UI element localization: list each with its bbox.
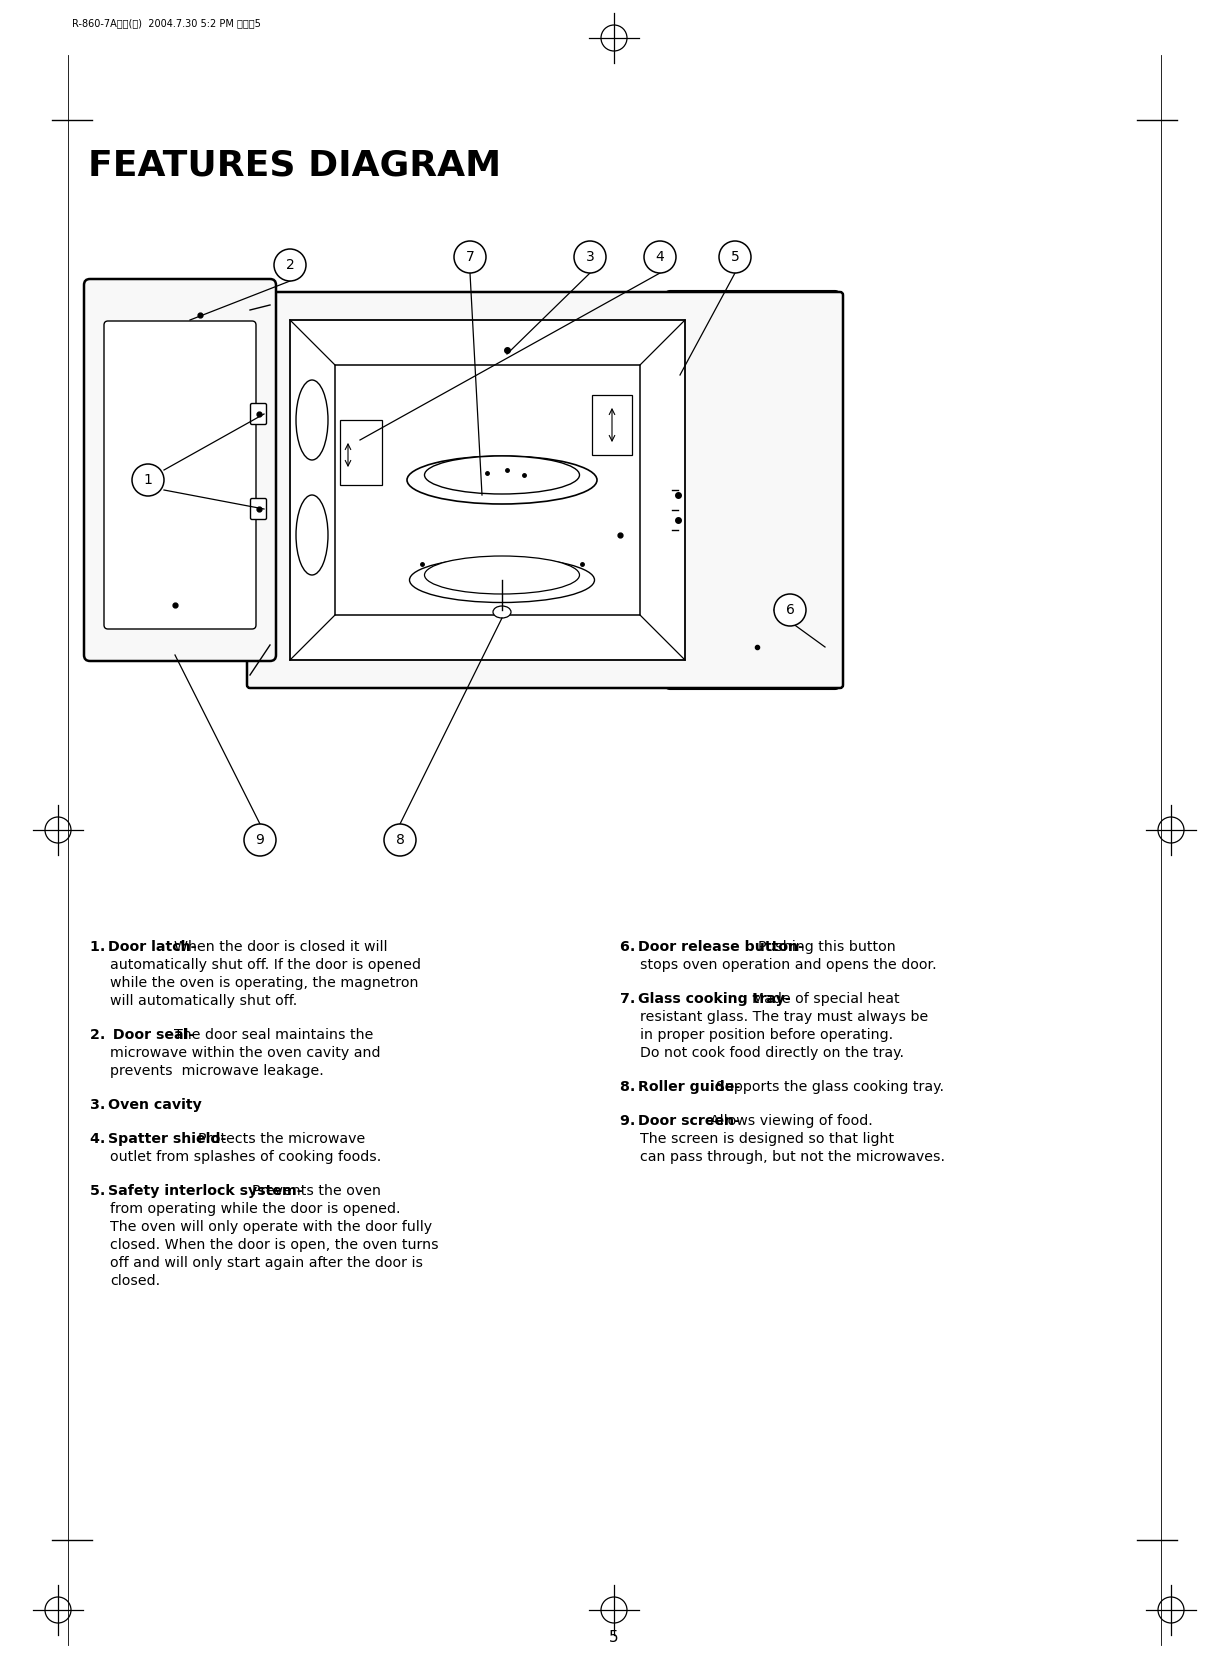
Text: Prevents the oven: Prevents the oven	[252, 1184, 381, 1199]
Text: 6: 6	[785, 603, 794, 618]
Ellipse shape	[407, 457, 597, 505]
Text: Supports the glass cooking tray.: Supports the glass cooking tray.	[717, 1081, 944, 1094]
Circle shape	[132, 465, 163, 496]
Text: Door release button-: Door release button-	[638, 940, 804, 954]
Text: closed. When the door is open, the oven turns: closed. When the door is open, the oven …	[111, 1238, 439, 1252]
Text: 3.: 3.	[90, 1097, 111, 1112]
Circle shape	[454, 241, 485, 272]
Circle shape	[245, 823, 277, 857]
Circle shape	[383, 823, 415, 857]
Text: 9: 9	[256, 833, 264, 847]
Circle shape	[574, 241, 606, 272]
FancyBboxPatch shape	[104, 320, 256, 629]
Text: Do not cook food directly on the tray.: Do not cook food directly on the tray.	[640, 1046, 905, 1061]
Text: Door screen-: Door screen-	[638, 1114, 740, 1129]
FancyBboxPatch shape	[251, 403, 267, 425]
Circle shape	[644, 241, 676, 272]
Text: 8: 8	[396, 833, 404, 847]
Text: Pushing this button: Pushing this button	[758, 940, 896, 954]
Text: 7: 7	[466, 251, 474, 264]
Text: 4: 4	[655, 251, 665, 264]
Text: Safety interlock system-: Safety interlock system-	[108, 1184, 302, 1199]
Ellipse shape	[424, 457, 580, 495]
Text: 2: 2	[285, 257, 295, 272]
FancyBboxPatch shape	[666, 290, 839, 689]
Text: The oven will only operate with the door fully: The oven will only operate with the door…	[111, 1220, 433, 1233]
Text: FEATURES DIAGRAM: FEATURES DIAGRAM	[88, 148, 501, 183]
Text: stops oven operation and opens the door.: stops oven operation and opens the door.	[640, 958, 936, 973]
Text: 1.: 1.	[90, 940, 111, 954]
FancyBboxPatch shape	[251, 498, 267, 520]
Text: Roller guide-: Roller guide-	[638, 1081, 740, 1094]
Bar	[592, 395, 632, 455]
Text: can pass through, but not the microwaves.: can pass through, but not the microwaves…	[640, 1150, 945, 1164]
Text: 1: 1	[144, 473, 152, 486]
Text: prevents  microwave leakage.: prevents microwave leakage.	[111, 1064, 323, 1077]
Bar	[340, 420, 382, 485]
Text: When the door is closed it will: When the door is closed it will	[175, 940, 387, 954]
Circle shape	[274, 249, 306, 281]
Text: Allows viewing of food.: Allows viewing of food.	[710, 1114, 873, 1129]
Ellipse shape	[424, 556, 580, 594]
FancyBboxPatch shape	[84, 279, 277, 661]
Text: closed.: closed.	[111, 1273, 160, 1288]
Bar	[290, 320, 685, 661]
Circle shape	[719, 241, 751, 272]
Text: off and will only start again after the door is: off and will only start again after the …	[111, 1257, 423, 1270]
Text: Spatter shield-: Spatter shield-	[108, 1132, 226, 1145]
Text: 8.: 8.	[619, 1081, 640, 1094]
Text: 4.: 4.	[90, 1132, 111, 1145]
Text: Door seal-: Door seal-	[108, 1028, 194, 1042]
Text: 5: 5	[610, 1630, 619, 1645]
Text: R-860-7A영기(본)  2004.7.30 5:2 PM 페이짅5: R-860-7A영기(본) 2004.7.30 5:2 PM 페이짅5	[73, 18, 261, 28]
FancyBboxPatch shape	[680, 330, 825, 392]
Ellipse shape	[409, 558, 595, 603]
Text: The door seal maintains the: The door seal maintains the	[175, 1028, 374, 1042]
Text: Glass cooking tray-: Glass cooking tray-	[638, 993, 790, 1006]
Text: Door latch-: Door latch-	[108, 940, 197, 954]
Circle shape	[774, 594, 806, 626]
Text: automatically shut off. If the door is opened: automatically shut off. If the door is o…	[111, 958, 422, 973]
Text: will automatically shut off.: will automatically shut off.	[111, 994, 297, 1008]
Bar	[336, 365, 640, 614]
Text: 2.: 2.	[90, 1028, 111, 1042]
Text: 5: 5	[730, 251, 740, 264]
Text: while the oven is operating, the magnetron: while the oven is operating, the magnetr…	[111, 976, 419, 989]
Text: in proper position before operating.: in proper position before operating.	[640, 1028, 893, 1042]
Ellipse shape	[493, 606, 511, 618]
Text: from operating while the door is opened.: from operating while the door is opened.	[111, 1202, 401, 1217]
Text: 6.: 6.	[619, 940, 640, 954]
Text: Oven cavity: Oven cavity	[108, 1097, 202, 1112]
Text: The screen is designed so that light: The screen is designed so that light	[640, 1132, 895, 1145]
Text: 3: 3	[586, 251, 595, 264]
Text: outlet from splashes of cooking foods.: outlet from splashes of cooking foods.	[111, 1150, 381, 1164]
Text: 9.: 9.	[619, 1114, 640, 1129]
Text: resistant glass. The tray must always be: resistant glass. The tray must always be	[640, 1009, 928, 1024]
Text: Protects the microwave: Protects the microwave	[198, 1132, 365, 1145]
Text: Made of special heat: Made of special heat	[752, 993, 900, 1006]
Text: microwave within the oven cavity and: microwave within the oven cavity and	[111, 1046, 381, 1061]
FancyBboxPatch shape	[247, 292, 843, 687]
Text: 5.: 5.	[90, 1184, 111, 1199]
Text: 7.: 7.	[619, 993, 640, 1006]
Ellipse shape	[721, 632, 791, 661]
